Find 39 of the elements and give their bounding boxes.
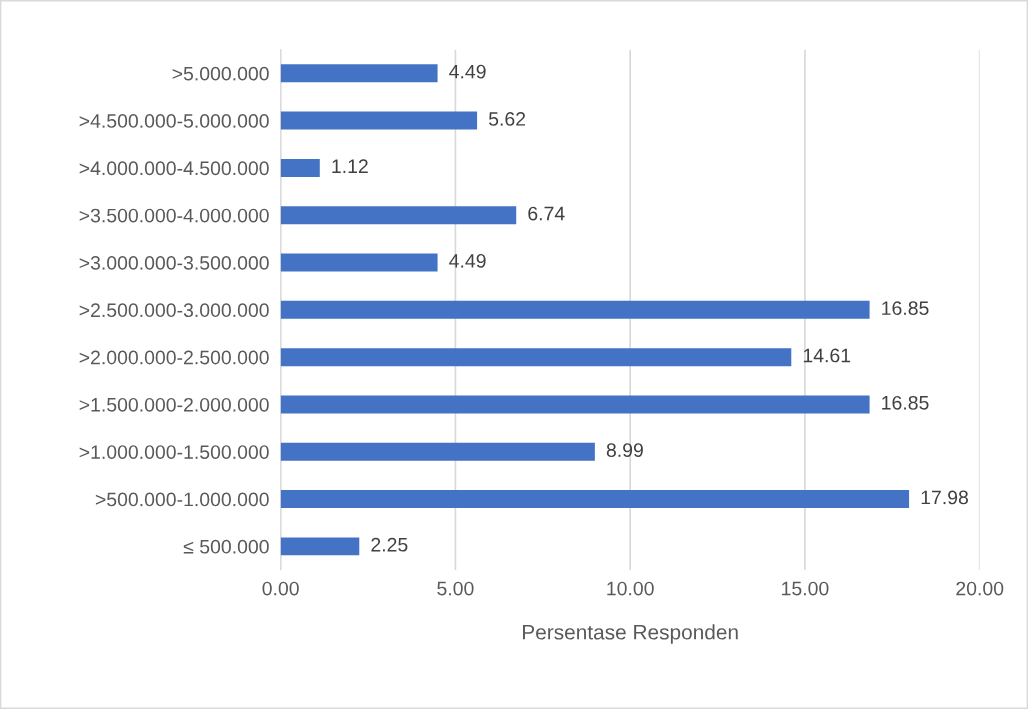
bar — [280, 300, 870, 319]
bar — [280, 395, 870, 414]
bar — [280, 442, 595, 461]
bar — [280, 348, 792, 367]
x-tick-label: 0.00 — [262, 581, 299, 596]
data-label: 17.98 — [921, 490, 968, 505]
data-label: 16.85 — [882, 301, 929, 316]
y-tick-label: >1.500.000-2.000.000 — [79, 397, 269, 412]
y-tick-label: >3.000.000-3.500.000 — [79, 255, 269, 270]
data-label: 4.49 — [449, 253, 486, 268]
data-label: 5.62 — [488, 112, 526, 126]
bar — [280, 158, 320, 177]
x-tick-label: 20.00 — [956, 581, 1004, 596]
data-label: 1.12 — [332, 159, 368, 173]
x-tick-label: 10.00 — [607, 581, 654, 596]
bar — [280, 206, 517, 225]
x-tick-label: 15.00 — [782, 581, 829, 596]
y-tick-label: >3.500.000-4.000.000 — [79, 208, 269, 223]
y-tick-label: ≤ 500.000 — [183, 539, 269, 554]
x-axis-title: Persentase Responden — [523, 624, 738, 644]
y-tick-label: >2.000.000-2.500.000 — [79, 350, 269, 365]
bar — [280, 537, 360, 556]
bar — [280, 253, 438, 272]
data-label: 8.99 — [606, 443, 643, 457]
y-tick-label: >5.000.000 — [172, 66, 269, 81]
data-label: 6.74 — [528, 206, 565, 221]
y-tick-label: >4.500.000-5.000.000 — [79, 114, 269, 128]
x-tick-label: 5.00 — [437, 581, 474, 596]
data-label: 16.85 — [882, 395, 929, 410]
y-tick-label: >4.000.000-4.500.000 — [79, 161, 269, 176]
bar — [280, 64, 438, 83]
y-tick-label: >1.000.000-1.500.000 — [79, 445, 269, 459]
data-label: 2.25 — [371, 537, 408, 552]
y-tick-label: >2.500.000-3.000.000 — [79, 303, 269, 318]
bar — [280, 490, 910, 509]
data-label: 14.61 — [803, 348, 851, 363]
bar — [280, 111, 478, 130]
y-tick-label: >500.000-1.000.000 — [95, 492, 269, 507]
data-label: 4.49 — [449, 64, 486, 79]
